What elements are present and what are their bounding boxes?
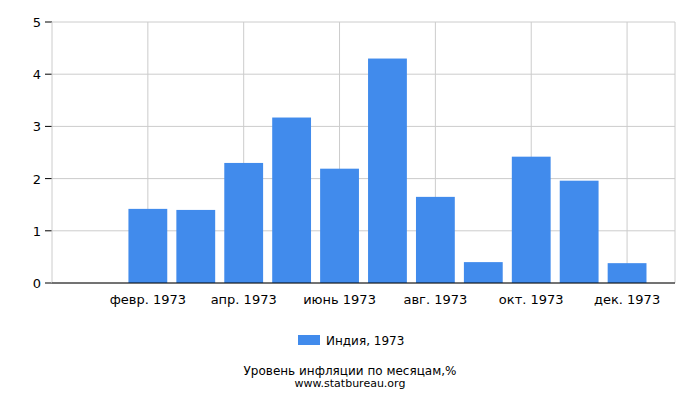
tick xyxy=(45,283,52,284)
bar xyxy=(416,197,455,283)
axis-line xyxy=(675,22,676,283)
legend-swatch xyxy=(298,335,320,345)
bar xyxy=(128,209,167,283)
bar xyxy=(176,210,215,283)
tick xyxy=(45,74,52,75)
bar xyxy=(608,263,647,283)
category-label: авг. 1973 xyxy=(403,292,467,307)
title: Уровень инфляции по месяцам,% xyxy=(244,364,457,378)
bar xyxy=(560,181,599,283)
grid-line xyxy=(52,126,675,127)
axis-line xyxy=(52,22,53,283)
tick-label: 5 xyxy=(33,15,41,30)
grid-line xyxy=(52,283,675,284)
category-label: апр. 1973 xyxy=(211,292,277,307)
tick xyxy=(45,126,52,127)
tick xyxy=(45,230,52,231)
tick xyxy=(45,22,52,23)
grid-line xyxy=(627,22,628,283)
tick-label: 1 xyxy=(33,224,41,239)
legend-label: Индия, 1973 xyxy=(326,334,404,348)
bar xyxy=(512,157,551,283)
category-label: февр. 1973 xyxy=(110,292,186,307)
tick-label: 3 xyxy=(33,119,41,134)
bar xyxy=(272,118,311,283)
bars xyxy=(128,59,646,283)
category-label: окт. 1973 xyxy=(499,292,564,307)
bar xyxy=(464,262,503,283)
category-label: июнь 1973 xyxy=(303,292,376,307)
chart: 0 1 2 3 4 5 февр. 1973 апр. 1973 июнь 1973 авг. 1… xyxy=(0,0,700,400)
grid-line xyxy=(52,74,675,75)
bar xyxy=(320,169,359,283)
axis-line xyxy=(52,283,675,284)
tick-label: 2 xyxy=(33,172,41,187)
grid-line xyxy=(52,178,675,179)
grid-line xyxy=(52,22,675,23)
tick xyxy=(45,178,52,179)
tick-label: 0 xyxy=(33,276,41,291)
tick-label: 4 xyxy=(33,67,41,82)
bar xyxy=(224,163,263,283)
subtitle: www.statbureau.org xyxy=(295,377,406,390)
category-label: дек. 1973 xyxy=(594,292,660,307)
bar xyxy=(368,59,407,283)
